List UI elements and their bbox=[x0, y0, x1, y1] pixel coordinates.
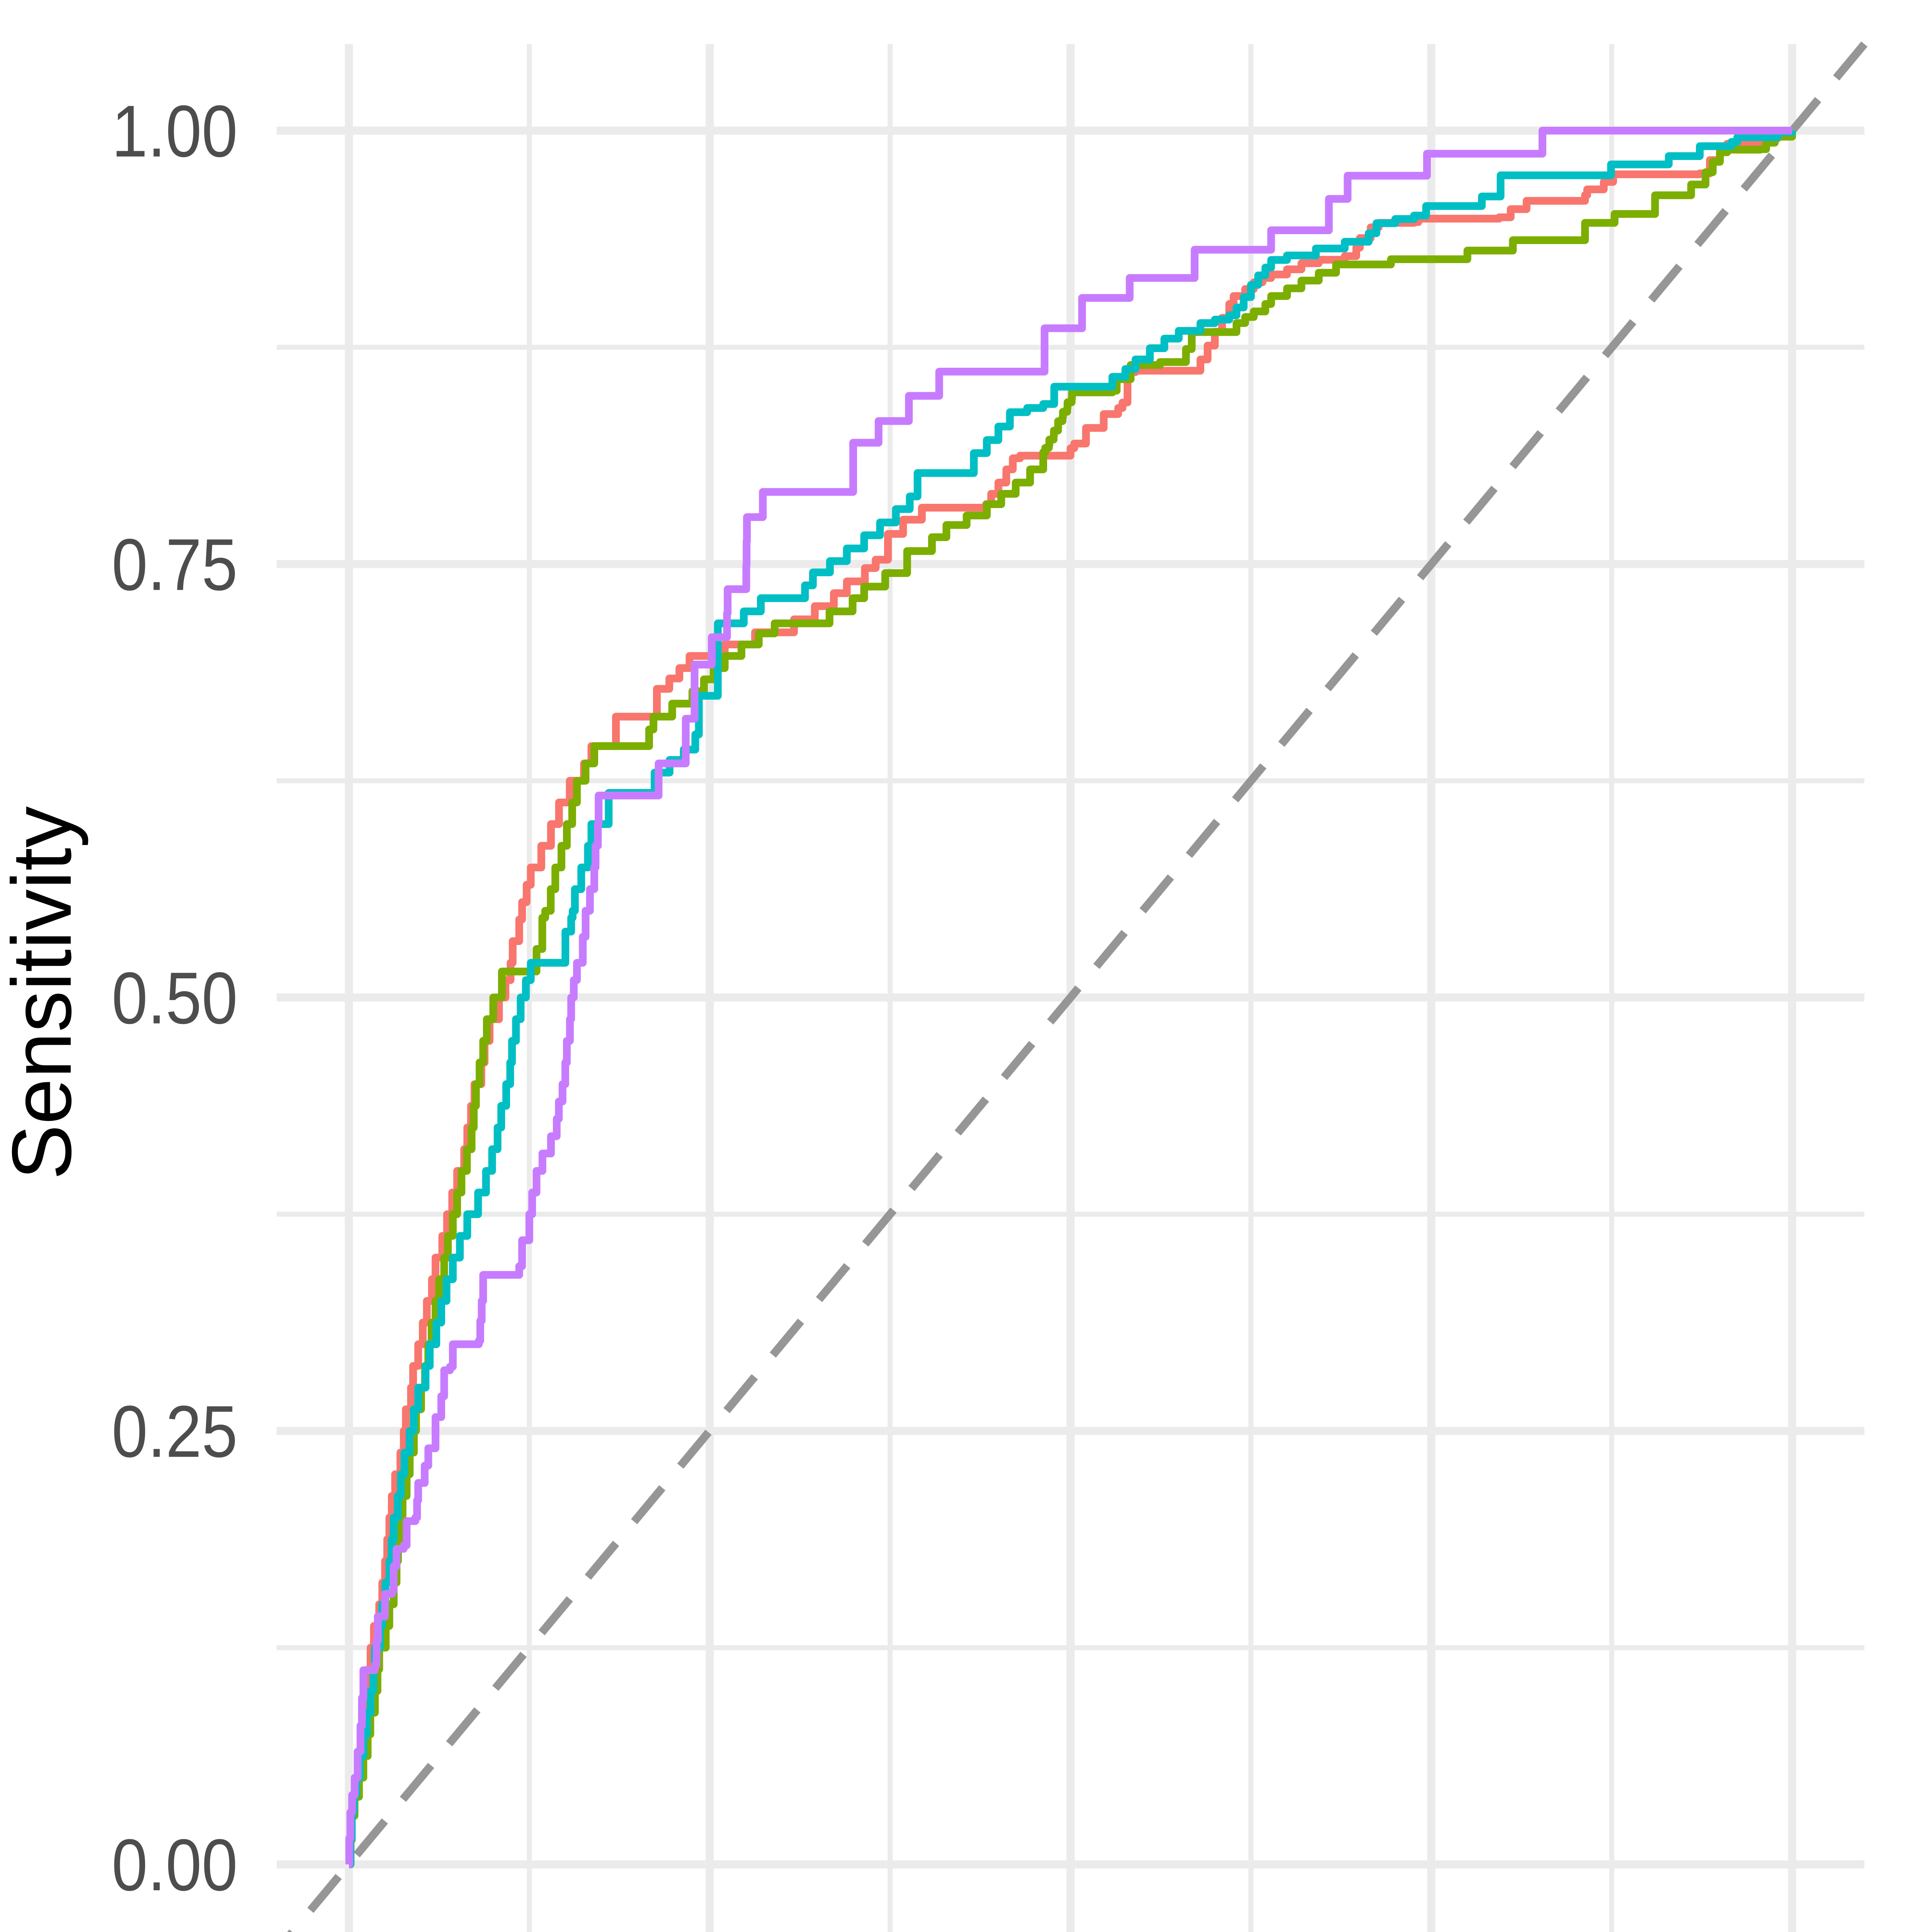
svg-text:0.75: 0.75 bbox=[112, 524, 238, 606]
svg-text:0.50: 0.50 bbox=[112, 957, 238, 1039]
svg-text:Sensitivity: Sensitivity bbox=[0, 806, 89, 1180]
svg-text:1.00: 1.00 bbox=[112, 90, 238, 172]
svg-text:0.25: 0.25 bbox=[112, 1391, 238, 1473]
svg-text:0.00: 0.00 bbox=[112, 1824, 238, 1906]
